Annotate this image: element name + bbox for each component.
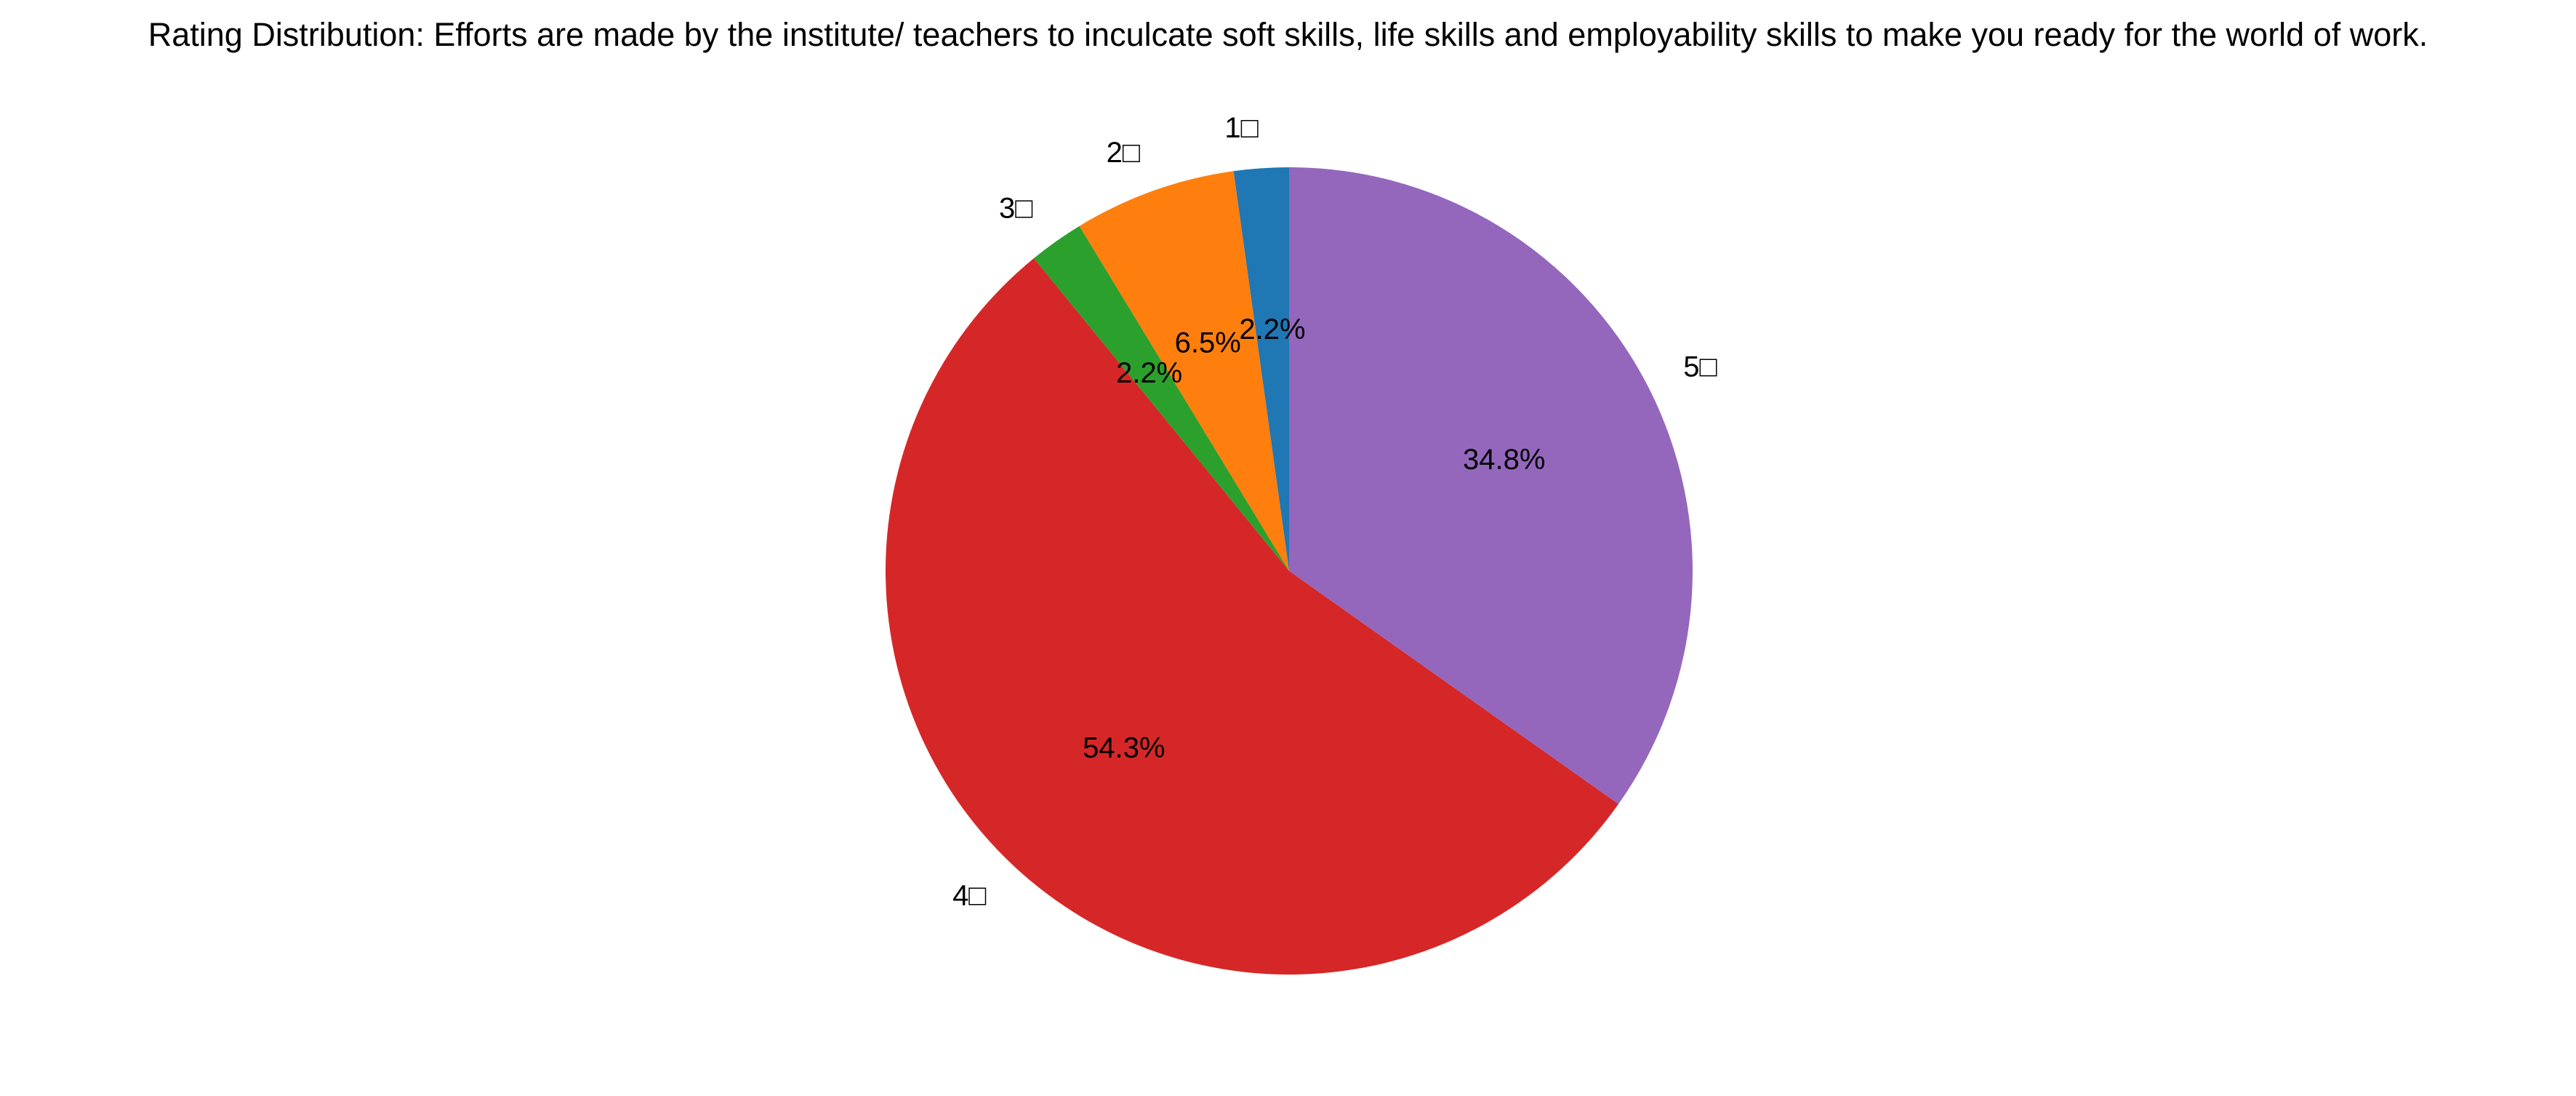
slice-label-5: 5□ [1683,351,1717,383]
slice-percent-2: 6.5% [1175,327,1241,359]
pie-slice-1 [1233,167,1289,571]
slice-label-3: 3□ [999,193,1032,225]
pie-slice-5 [1289,167,1693,804]
slice-percent-3: 2.2% [1116,357,1182,389]
slice-label-1: 1□ [1224,112,1258,144]
slice-percent-1: 2.2% [1239,313,1305,345]
slice-label-2: 2□ [1107,137,1140,169]
slice-percent-4: 54.3% [1083,732,1165,764]
pie-slices [886,167,1693,975]
slice-percent-5: 34.8% [1463,444,1545,476]
pie-slice-2 [1079,171,1289,572]
pie-slice-4 [886,258,1619,975]
chart-title: Rating Distribution: Efforts are made by… [148,16,2428,53]
slice-label-4: 4□ [952,879,986,911]
pie-labels: 1□ 2.2% 2□ 6.5% 3□ 2.2% 4□ 54.3% 5□ 34.8% [952,112,1717,911]
pie-slice-3 [1033,225,1289,571]
